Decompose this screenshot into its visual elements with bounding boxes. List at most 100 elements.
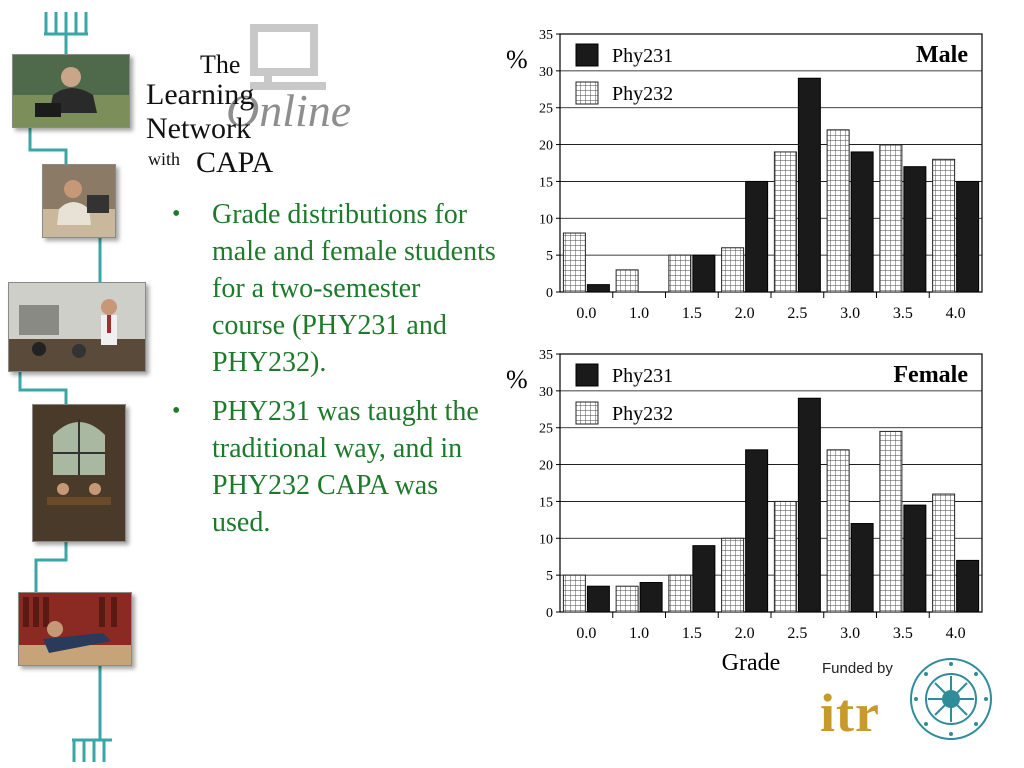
photo-student-computer-lab xyxy=(42,164,116,238)
chart-title: Male xyxy=(916,42,968,68)
bar-phy232 xyxy=(826,129,850,293)
x-axis-label: Grade xyxy=(722,650,781,676)
bar-phy232 xyxy=(615,269,639,293)
bar-phy231 xyxy=(692,254,716,293)
x-tick-label: 2.0 xyxy=(735,625,755,642)
x-tick-label: 3.0 xyxy=(840,625,860,642)
legend-swatch-phy232 xyxy=(575,81,599,105)
legend-swatch-phy231 xyxy=(575,43,599,67)
bar-phy232 xyxy=(826,449,850,613)
y-tick-label: 10 xyxy=(539,212,553,227)
y-tick-label: 30 xyxy=(539,65,553,80)
bar-phy231 xyxy=(956,180,980,293)
y-tick-label: 25 xyxy=(539,422,553,437)
logo-network: Network xyxy=(146,112,251,145)
x-tick-label: 1.5 xyxy=(682,625,702,642)
x-tick-label: 4.0 xyxy=(946,305,966,322)
x-tick-label: 2.0 xyxy=(735,305,755,322)
y-tick-label: 10 xyxy=(539,532,553,547)
legend-swatch-phy232 xyxy=(575,401,599,425)
bar-phy232 xyxy=(721,537,745,613)
y-tick-label: 30 xyxy=(539,385,553,400)
photo-student-reading-library xyxy=(18,592,132,666)
photo-lecture-hall xyxy=(8,282,146,372)
bar-phy232 xyxy=(932,158,956,293)
y-axis-label: % xyxy=(506,365,528,394)
bar-phy232 xyxy=(615,585,639,613)
bar-phy231 xyxy=(850,523,874,613)
bullet-item: • Grade distributions for male and female… xyxy=(170,196,500,381)
bar-phy231 xyxy=(850,151,874,293)
bullet-dot-icon: • xyxy=(172,201,181,227)
x-tick-label: 3.5 xyxy=(893,625,913,642)
x-tick-label: 2.5 xyxy=(787,625,807,642)
bar-phy231 xyxy=(903,504,927,613)
logo-capa: CAPA xyxy=(196,146,274,179)
legend-label-phy232: Phy232 xyxy=(612,403,673,425)
computer-outline-icon xyxy=(250,24,326,90)
y-axis-label: % xyxy=(506,45,528,74)
bar-phy232 xyxy=(668,574,692,613)
x-tick-label: 3.5 xyxy=(893,305,913,322)
x-tick-label: 3.0 xyxy=(840,305,860,322)
y-tick-label: 5 xyxy=(546,249,553,264)
bar-phy231 xyxy=(692,545,716,613)
bullet-text-1: Grade distributions for male and female … xyxy=(212,199,496,378)
x-tick-label: 0.0 xyxy=(576,305,596,322)
bar-phy232 xyxy=(562,232,586,293)
bar-phy231 xyxy=(797,77,821,293)
bar-phy231 xyxy=(586,585,610,613)
left-rail xyxy=(0,0,160,768)
bullet-item: • PHY231 was taught the traditional way, … xyxy=(170,393,500,541)
x-tick-label: 4.0 xyxy=(946,625,966,642)
bar-phy231 xyxy=(639,582,663,613)
bar-phy232 xyxy=(668,254,692,293)
nsf-seal-icon xyxy=(910,658,992,740)
x-tick-label: 1.5 xyxy=(682,305,702,322)
x-tick-label: 1.0 xyxy=(629,305,649,322)
x-tick-label: 2.5 xyxy=(787,305,807,322)
funding-badge: Funded by itr xyxy=(820,656,1000,756)
bar-phy231 xyxy=(797,397,821,613)
rail-connector-lines xyxy=(18,12,112,762)
legend-label-phy232: Phy232 xyxy=(612,83,673,105)
bar-phy231 xyxy=(586,284,610,293)
y-tick-label: 15 xyxy=(539,495,553,510)
y-tick-label: 0 xyxy=(546,286,553,301)
logo-online: Online xyxy=(226,85,352,136)
y-tick-label: 5 xyxy=(546,569,553,584)
bar-phy232 xyxy=(562,574,586,613)
bullet-dot-icon: • xyxy=(172,398,181,424)
y-tick-label: 15 xyxy=(539,175,553,190)
logo-the: The xyxy=(200,50,241,79)
y-tick-label: 35 xyxy=(539,28,553,43)
bar-phy231 xyxy=(956,559,980,613)
grade-distribution-charts: 0 5 10 15 20 25 30 35 0.0 1.0 1.5 2.0 2.5 3.0 3.5 4.0% M… xyxy=(506,28,983,676)
bar-phy232 xyxy=(773,500,797,613)
bar-phy232 xyxy=(879,430,903,613)
logo-learning: Learning xyxy=(146,78,255,111)
bar-phy232 xyxy=(721,247,745,293)
bar-phy231 xyxy=(903,166,927,293)
learning-network-logo: Online The Learning Network with CAPA xyxy=(140,20,400,190)
photo-study-room xyxy=(32,404,126,542)
bar-phy232 xyxy=(773,151,797,293)
bar-phy231 xyxy=(745,449,769,613)
y-tick-label: 20 xyxy=(539,459,553,474)
x-tick-label: 0.0 xyxy=(576,625,596,642)
funded-by-label: Funded by xyxy=(822,660,893,677)
legend-swatch-phy231 xyxy=(575,363,599,387)
itr-logo-text: itr xyxy=(820,683,880,743)
y-tick-label: 0 xyxy=(546,606,553,621)
chart-title: Female xyxy=(893,362,968,388)
photo-student-laptop-outdoors xyxy=(12,54,130,128)
legend-label-phy231: Phy231 xyxy=(612,45,673,67)
y-tick-label: 25 xyxy=(539,102,553,117)
bar-phy232 xyxy=(932,493,956,613)
y-tick-label: 35 xyxy=(539,348,553,363)
charts-area: 0 5 10 15 20 25 30 35 0.0 1.0 1.5 2.0 2.5 3.0 3.5 4.0% M… xyxy=(480,20,1000,705)
bullet-list: • Grade distributions for male and female… xyxy=(170,196,500,553)
legend-label-phy231: Phy231 xyxy=(612,365,673,387)
bar-phy231 xyxy=(745,180,769,293)
bullet-text-2: PHY231 was taught the traditional way, a… xyxy=(212,396,479,538)
